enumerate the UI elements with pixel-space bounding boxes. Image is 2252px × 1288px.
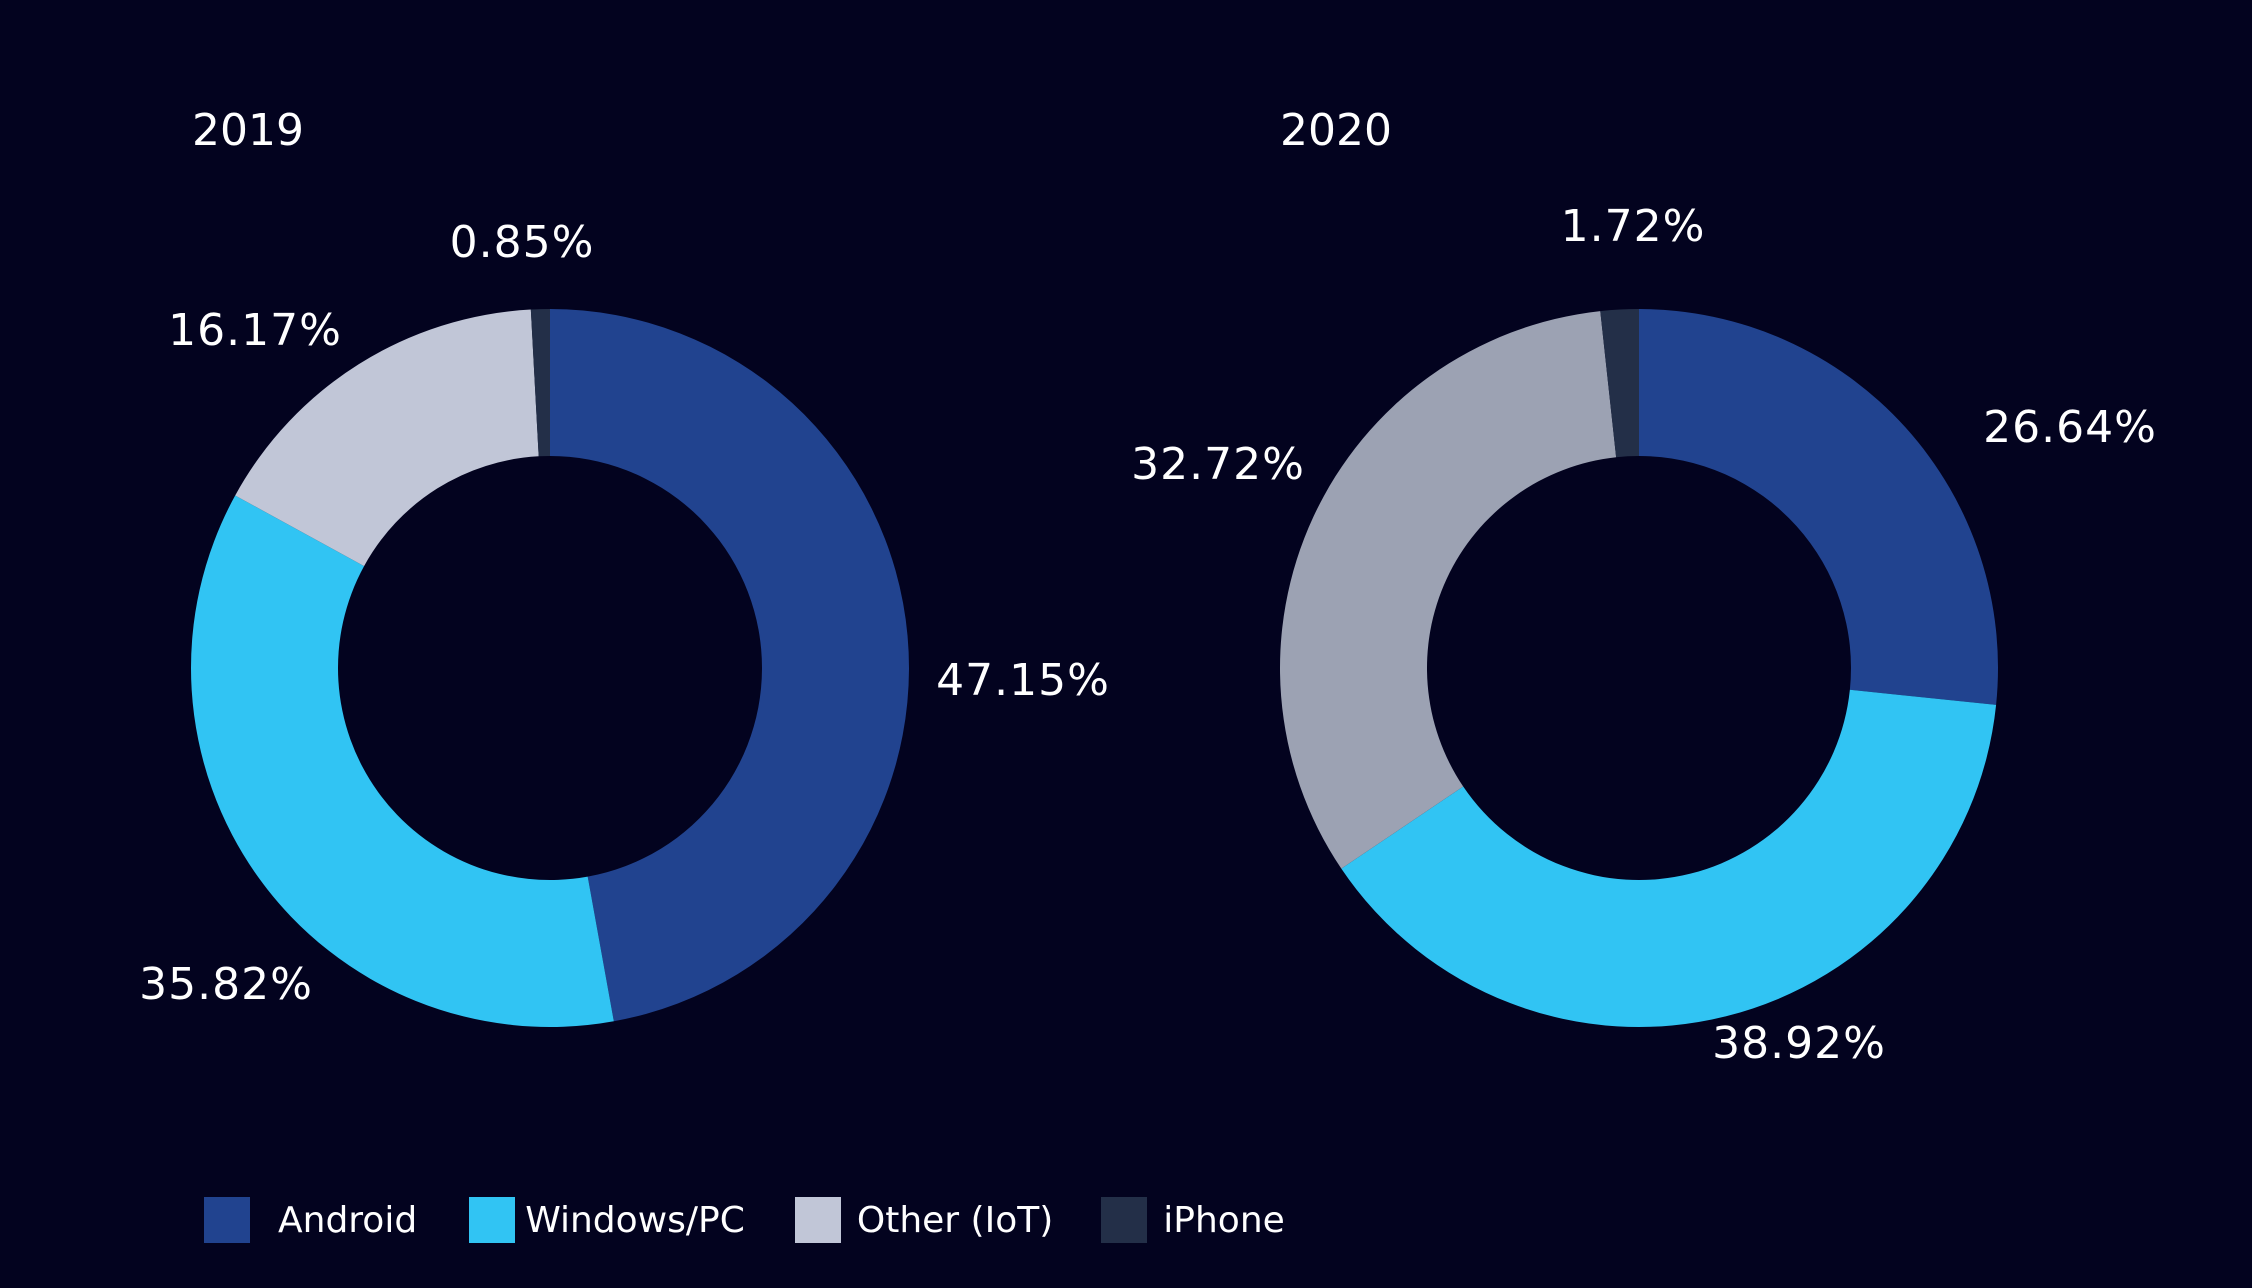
legend-item-iphone: iPhone bbox=[1101, 1197, 1285, 1243]
data-label-2019-windows-pc: 35.82% bbox=[139, 959, 313, 1010]
legend-swatch-windows-pc bbox=[469, 1197, 516, 1243]
data-label-2019-other-iot: 16.17% bbox=[168, 305, 342, 356]
legend-item-windows-pc: Windows/PC bbox=[469, 1197, 795, 1243]
donut-slice-2020-android bbox=[1639, 309, 1998, 705]
legend-swatch-iphone bbox=[1101, 1197, 1148, 1243]
donut-slice-2019-iphone bbox=[530, 309, 550, 457]
legend-item-android: Android bbox=[204, 1197, 469, 1243]
data-label-2020-other-iot: 32.72% bbox=[1131, 439, 1305, 490]
data-label-2020-windows-pc: 38.92% bbox=[1712, 1018, 1886, 1069]
data-label-2019-iphone: 0.85% bbox=[450, 217, 595, 268]
donut-slice-2020-iphone bbox=[1600, 309, 1639, 458]
legend-label-iphone: iPhone bbox=[1163, 1199, 1285, 1241]
legend-swatch-android bbox=[204, 1197, 250, 1243]
data-label-2020-android: 26.64% bbox=[1983, 402, 2157, 453]
chart-title-2020: 2020 bbox=[1280, 105, 1392, 156]
legend-label-android: Android bbox=[278, 1199, 418, 1241]
donut-slice-2020-windows-pc bbox=[1341, 689, 1997, 1027]
donut-slice-2020-other-iot bbox=[1280, 311, 1617, 869]
legend-label-windows-pc: Windows/PC bbox=[525, 1199, 745, 1241]
legend-item-other-iot: Other (IoT) bbox=[794, 1197, 1101, 1243]
data-label-2020-iphone: 1.72% bbox=[1561, 201, 1706, 252]
legend-label-other-iot: Other (IoT) bbox=[856, 1199, 1054, 1241]
chart-title-2019: 2019 bbox=[192, 105, 304, 156]
donut-chart-2020: 2020 26.64% 38.92% 32.72% 1.72% bbox=[1131, 105, 2157, 1069]
donut-slice-2019-windows-pc bbox=[190, 495, 614, 1027]
donut-slice-2019-android bbox=[550, 309, 910, 1022]
legend: Android Windows/PC Other (IoT) iPhone bbox=[204, 1196, 1285, 1244]
data-label-2019-android: 47.15% bbox=[936, 655, 1110, 706]
donut-chart-2019: 2019 47.15% 35.82% 16.17% 0.85% bbox=[139, 105, 1110, 1027]
donut-slice-2019-other-iot bbox=[235, 309, 539, 567]
legend-swatch-other-iot bbox=[794, 1197, 841, 1243]
